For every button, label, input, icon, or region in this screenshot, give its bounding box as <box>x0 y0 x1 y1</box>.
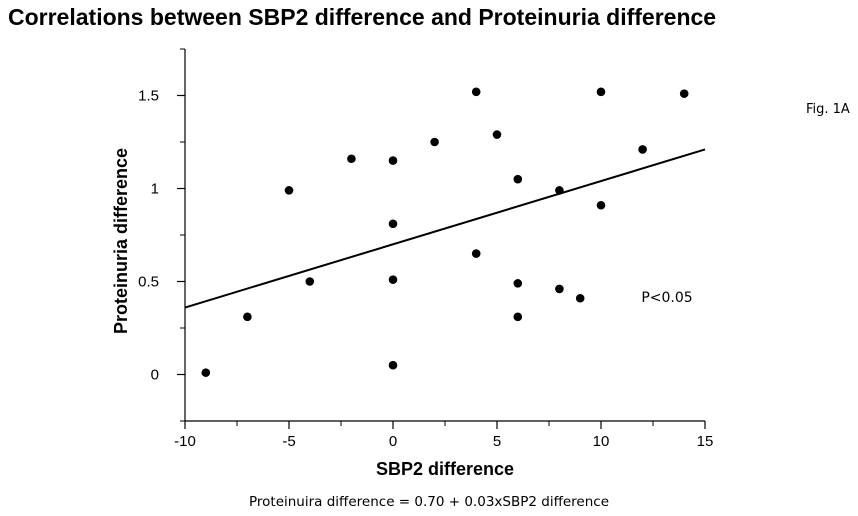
x-tick-label: 10 <box>593 433 610 450</box>
y-tick-label: 0.5 <box>138 274 159 291</box>
regression-line-group <box>184 148 706 309</box>
data-point <box>243 312 252 322</box>
p-value-annotation: P<0.05 <box>641 290 692 306</box>
x-tick-label: 5 <box>493 433 501 450</box>
data-point <box>471 87 481 97</box>
data-point <box>471 249 481 258</box>
ticks: -10 -5 0 5 10 15 0 0.5 1 1.5 <box>138 48 714 450</box>
data-point <box>513 279 523 288</box>
x-tick-label: -5 <box>282 433 295 450</box>
data-point <box>596 200 606 210</box>
data-point <box>575 293 585 303</box>
data-point <box>513 312 523 322</box>
data-point <box>679 89 689 98</box>
axes <box>184 49 705 422</box>
x-tick-label: -10 <box>174 433 196 450</box>
x-tick-label: 15 <box>697 433 714 450</box>
data-point <box>388 219 398 229</box>
data-point <box>305 277 315 286</box>
chart-title: Correlations between SBP2 difference and… <box>8 4 717 30</box>
data-point <box>388 360 398 370</box>
data-points <box>201 87 689 377</box>
data-point <box>347 154 356 164</box>
data-point <box>513 174 523 184</box>
data-point <box>555 284 564 294</box>
data-point <box>492 130 502 139</box>
data-point <box>284 186 294 195</box>
data-point <box>430 137 439 147</box>
regression-equation: Proteinuira difference = 0.70 + 0.03xSBP… <box>248 494 610 510</box>
y-tick-label: 1.5 <box>138 88 159 105</box>
figure-label: Fig. 1A <box>806 102 850 117</box>
data-point <box>201 368 211 377</box>
data-point <box>596 87 606 97</box>
x-tick-label: 0 <box>389 433 397 450</box>
regression-line <box>184 148 706 309</box>
data-point <box>388 275 398 284</box>
x-axis-label: SBP2 difference <box>376 459 514 479</box>
data-point <box>388 156 398 165</box>
y-tick-label: 1 <box>151 181 159 198</box>
data-point <box>638 145 647 154</box>
y-tick-label: 0 <box>151 367 159 384</box>
y-axis-label: Proteinuria difference <box>111 148 131 334</box>
